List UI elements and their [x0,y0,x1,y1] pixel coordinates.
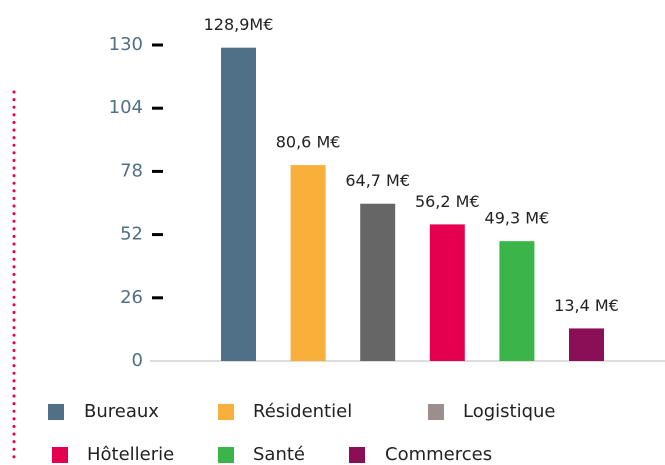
y-tick-label: 78 [120,160,143,181]
y-tick-label: 130 [109,34,143,55]
legend-swatch [428,404,444,420]
value-label: 56,2 M€ [415,192,480,211]
value-label: 49,3 M€ [485,209,550,228]
legend-label: Logistique [463,401,556,422]
legend-swatch [218,404,234,420]
y-tick-label: 104 [109,97,143,118]
value-label: 13,4 M€ [554,296,619,315]
bar [429,224,465,361]
legend-swatch [52,447,68,463]
bar [360,203,396,361]
legend-swatch [218,447,234,463]
legend-label: Commerces [385,444,492,465]
bar [499,241,535,361]
legend-label: Santé [253,444,305,465]
y-tick-label: 0 [132,350,143,371]
value-label: 80,6 M€ [276,133,341,152]
legend-label: Hôtellerie [87,444,174,465]
y-tick-label: 52 [120,224,143,245]
bar [569,328,604,361]
bar [290,165,326,361]
legend-swatch [349,447,365,463]
y-tick-label: 26 [120,287,143,308]
legend-label: Résidentiel [253,401,352,422]
value-label: 128,9M€ [204,15,274,34]
value-label: 64,7 M€ [345,171,410,190]
legend-swatch [48,404,64,420]
bar [221,47,256,361]
legend-label: Bureaux [84,401,159,422]
